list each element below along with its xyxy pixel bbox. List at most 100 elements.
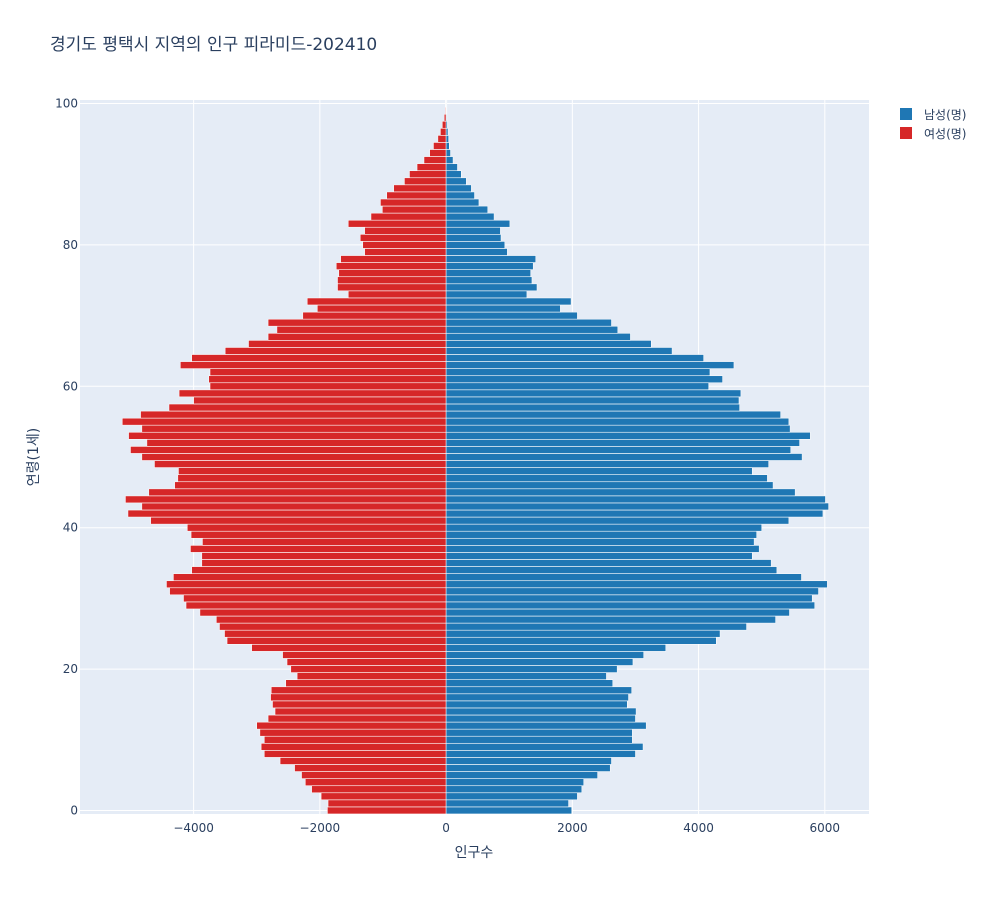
female-bar-age-98[interactable]: [443, 113, 447, 122]
female-bar-age-21[interactable]: [286, 658, 447, 666]
female-bar-age-89[interactable]: [404, 177, 447, 186]
female-bar-age-46[interactable]: [174, 481, 447, 489]
female-bar-age-49[interactable]: [154, 460, 447, 468]
female-bar-age-79[interactable]: [364, 248, 447, 256]
male-bar-age-95[interactable]: [445, 135, 449, 143]
male-bar-age-23[interactable]: [445, 644, 667, 652]
male-bar-age-85[interactable]: [445, 205, 489, 214]
male-bar-age-18[interactable]: [445, 679, 613, 687]
male-bar-age-99[interactable]: [445, 106, 447, 115]
male-bar-age-98[interactable]: [445, 113, 447, 122]
female-bar-age-62[interactable]: [209, 368, 447, 376]
male-bar-age-14[interactable]: [445, 707, 637, 716]
female-bar-age-51[interactable]: [130, 446, 447, 454]
female-bar-age-59[interactable]: [178, 389, 447, 398]
male-bar-age-94[interactable]: [445, 142, 450, 150]
male-bar-age-81[interactable]: [445, 234, 502, 242]
male-bar-age-76[interactable]: [445, 269, 531, 277]
female-bar-age-63[interactable]: [180, 361, 447, 369]
female-bar-age-70[interactable]: [302, 311, 447, 320]
male-bar-age-93[interactable]: [445, 149, 451, 157]
male-bar-age-39[interactable]: [445, 531, 757, 539]
male-bar-age-0[interactable]: [445, 806, 572, 815]
female-bar-age-18[interactable]: [285, 679, 447, 687]
female-bar-age-74[interactable]: [337, 283, 447, 292]
male-bar-age-72[interactable]: [445, 297, 572, 306]
male-bar-age-1[interactable]: [445, 799, 569, 808]
female-bar-age-73[interactable]: [348, 290, 447, 299]
female-bar-age-81[interactable]: [360, 234, 447, 242]
male-bar-age-47[interactable]: [445, 474, 768, 482]
male-bar-age-69[interactable]: [445, 318, 612, 327]
male-bar-age-52[interactable]: [445, 439, 800, 447]
male-bar-age-17[interactable]: [445, 686, 632, 695]
male-bar-age-51[interactable]: [445, 446, 791, 454]
male-bar-age-49[interactable]: [445, 460, 769, 468]
female-bar-age-5[interactable]: [301, 771, 447, 779]
male-bar-age-40[interactable]: [445, 523, 762, 532]
female-bar-age-4[interactable]: [305, 778, 447, 786]
male-bar-age-43[interactable]: [445, 502, 829, 511]
male-bar-age-42[interactable]: [445, 509, 824, 518]
female-bar-age-86[interactable]: [380, 198, 447, 207]
male-bar-age-21[interactable]: [445, 658, 634, 666]
female-bar-age-14[interactable]: [274, 707, 447, 716]
female-bar-age-48[interactable]: [178, 467, 447, 475]
male-bar-age-67[interactable]: [445, 333, 631, 341]
female-bar-age-96[interactable]: [440, 128, 447, 136]
male-bar-age-58[interactable]: [445, 396, 740, 405]
male-bar-age-57[interactable]: [445, 403, 740, 412]
male-bar-age-13[interactable]: [445, 714, 636, 723]
female-bar-age-61[interactable]: [208, 375, 447, 383]
male-bar-age-77[interactable]: [445, 262, 534, 270]
male-bar-age-36[interactable]: [445, 552, 753, 560]
female-bar-age-28[interactable]: [199, 608, 447, 617]
female-bar-age-94[interactable]: [433, 142, 447, 150]
male-bar-age-90[interactable]: [445, 170, 462, 178]
male-bar-age-20[interactable]: [445, 665, 618, 673]
female-bar-age-57[interactable]: [168, 403, 447, 412]
female-bar-age-10[interactable]: [264, 736, 447, 744]
legend-item-female[interactable]: 여성(명): [900, 127, 966, 141]
male-bar-age-86[interactable]: [445, 198, 480, 207]
female-bar-age-8[interactable]: [264, 750, 447, 758]
male-bar-age-97[interactable]: [445, 121, 448, 129]
female-bar-age-0[interactable]: [327, 806, 447, 815]
male-bar-age-41[interactable]: [445, 516, 790, 525]
male-bar-age-26[interactable]: [445, 622, 747, 631]
female-bar-age-20[interactable]: [290, 665, 447, 673]
male-bar-age-27[interactable]: [445, 615, 776, 624]
female-bar-age-44[interactable]: [125, 495, 447, 504]
male-bar-age-37[interactable]: [445, 545, 760, 553]
female-bar-age-39[interactable]: [190, 531, 447, 539]
female-bar-age-9[interactable]: [260, 743, 447, 751]
female-bar-age-27[interactable]: [216, 615, 447, 624]
male-bar-age-29[interactable]: [445, 601, 815, 610]
male-bar-age-88[interactable]: [445, 184, 472, 193]
female-bar-age-41[interactable]: [150, 516, 447, 525]
male-bar-age-12[interactable]: [445, 721, 647, 730]
female-bar-age-97[interactable]: [442, 121, 447, 129]
male-bar-age-73[interactable]: [445, 290, 528, 299]
female-bar-age-15[interactable]: [272, 700, 447, 709]
female-bar-age-47[interactable]: [177, 474, 447, 482]
male-bar-age-80[interactable]: [445, 241, 506, 249]
male-bar-age-48[interactable]: [445, 467, 753, 475]
female-bar-age-90[interactable]: [409, 170, 447, 178]
female-bar-age-95[interactable]: [437, 135, 447, 143]
male-bar-age-54[interactable]: [445, 425, 791, 433]
female-bar-age-71[interactable]: [317, 304, 447, 313]
male-bar-age-34[interactable]: [445, 566, 778, 574]
female-bar-age-93[interactable]: [429, 149, 447, 157]
female-bar-age-69[interactable]: [267, 318, 447, 327]
male-bar-age-46[interactable]: [445, 481, 774, 489]
male-bar-age-74[interactable]: [445, 283, 538, 292]
male-bar-age-91[interactable]: [445, 163, 458, 171]
female-bar-age-92[interactable]: [423, 156, 447, 164]
female-bar-age-34[interactable]: [191, 566, 447, 574]
female-bar-age-26[interactable]: [219, 622, 447, 631]
female-bar-age-78[interactable]: [340, 255, 447, 263]
male-bar-age-31[interactable]: [445, 587, 819, 596]
female-bar-age-66[interactable]: [248, 340, 447, 348]
male-bar-age-5[interactable]: [445, 771, 598, 779]
